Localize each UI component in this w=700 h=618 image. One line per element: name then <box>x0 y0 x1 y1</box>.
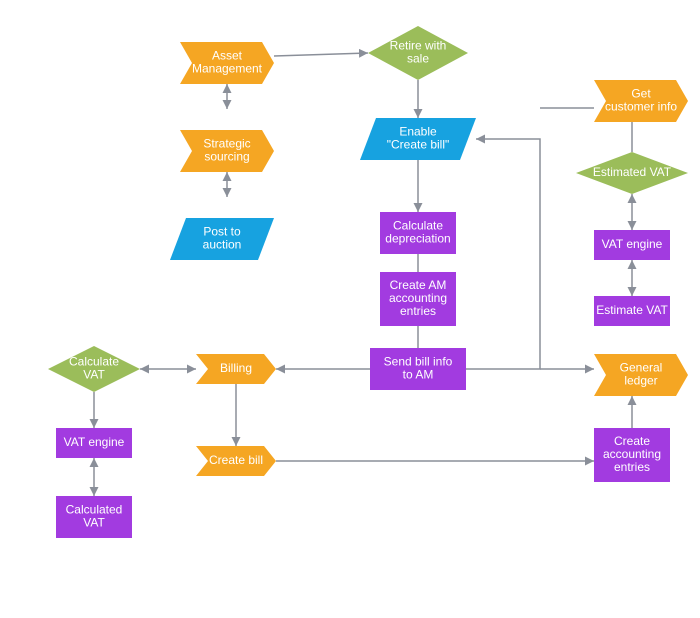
node-calc_vat: CalculateVAT <box>48 346 140 392</box>
node-label: accounting <box>603 447 661 461</box>
node-label: Create AM <box>390 278 447 292</box>
node-label: Send bill info <box>384 355 453 369</box>
node-label: "Create bill" <box>387 138 450 152</box>
node-label: Estimated VAT <box>593 165 672 179</box>
node-create_bill: Create bill <box>196 446 276 476</box>
node-estimated_vat: Estimated VAT <box>576 152 688 194</box>
node-label: VAT engine <box>64 435 125 449</box>
node-enable_create: Enable"Create bill" <box>360 118 476 160</box>
node-label: Calculated <box>66 503 123 517</box>
node-send_bill: Send bill infoto AM <box>370 348 466 390</box>
edge <box>274 53 368 56</box>
node-post_auction: Post toauction <box>170 218 274 260</box>
edge <box>466 139 540 369</box>
node-label: Post to <box>203 225 241 239</box>
node-label: Asset <box>212 49 243 63</box>
node-strategic: Strategicsourcing <box>180 130 274 172</box>
node-label: to AM <box>403 368 434 382</box>
node-create_acc: Createaccountingentries <box>594 428 670 482</box>
node-create_am: Create AMaccountingentries <box>380 272 456 326</box>
node-label: Retire with <box>390 39 447 53</box>
node-label: VAT engine <box>602 237 663 251</box>
node-retire_sale: Retire withsale <box>368 26 468 80</box>
node-label: Estimate VAT <box>596 303 668 317</box>
node-label: ledger <box>624 374 657 388</box>
node-label: Enable <box>399 125 437 139</box>
node-general_ledger: Generalledger <box>594 354 688 396</box>
node-label: Calculate <box>69 355 119 369</box>
node-label: accounting <box>389 291 447 305</box>
node-asset_mgmt: AssetManagement <box>180 42 274 84</box>
node-label: Billing <box>220 361 252 375</box>
node-label: VAT <box>83 368 105 382</box>
node-label: entries <box>400 304 436 318</box>
node-calculated_vat: CalculatedVAT <box>56 496 132 538</box>
node-label: Management <box>192 62 263 76</box>
node-vat_engine_l: VAT engine <box>56 428 132 458</box>
node-label: sale <box>407 52 429 66</box>
node-billing: Billing <box>196 354 276 384</box>
node-label: auction <box>203 238 242 252</box>
edges <box>94 53 632 496</box>
node-label: Calculate <box>393 219 443 233</box>
node-label: Strategic <box>203 137 250 151</box>
node-label: depreciation <box>385 232 450 246</box>
node-label: General <box>620 361 663 375</box>
node-label: customer info <box>605 100 677 114</box>
node-label: Create bill <box>209 453 263 467</box>
flowchart-canvas: AssetManagementStrategicsourcingPost toa… <box>0 0 700 613</box>
node-get_customer: Getcustomer info <box>594 80 688 122</box>
node-label: VAT <box>83 516 105 530</box>
node-label: Get <box>631 87 651 101</box>
node-vat_engine_r: VAT engine <box>594 230 670 260</box>
node-label: sourcing <box>204 150 249 164</box>
node-estimate_vat: Estimate VAT <box>594 296 670 326</box>
node-calc_depr: Calculatedepreciation <box>380 212 456 254</box>
node-label: entries <box>614 460 650 474</box>
node-label: Create <box>614 434 650 448</box>
